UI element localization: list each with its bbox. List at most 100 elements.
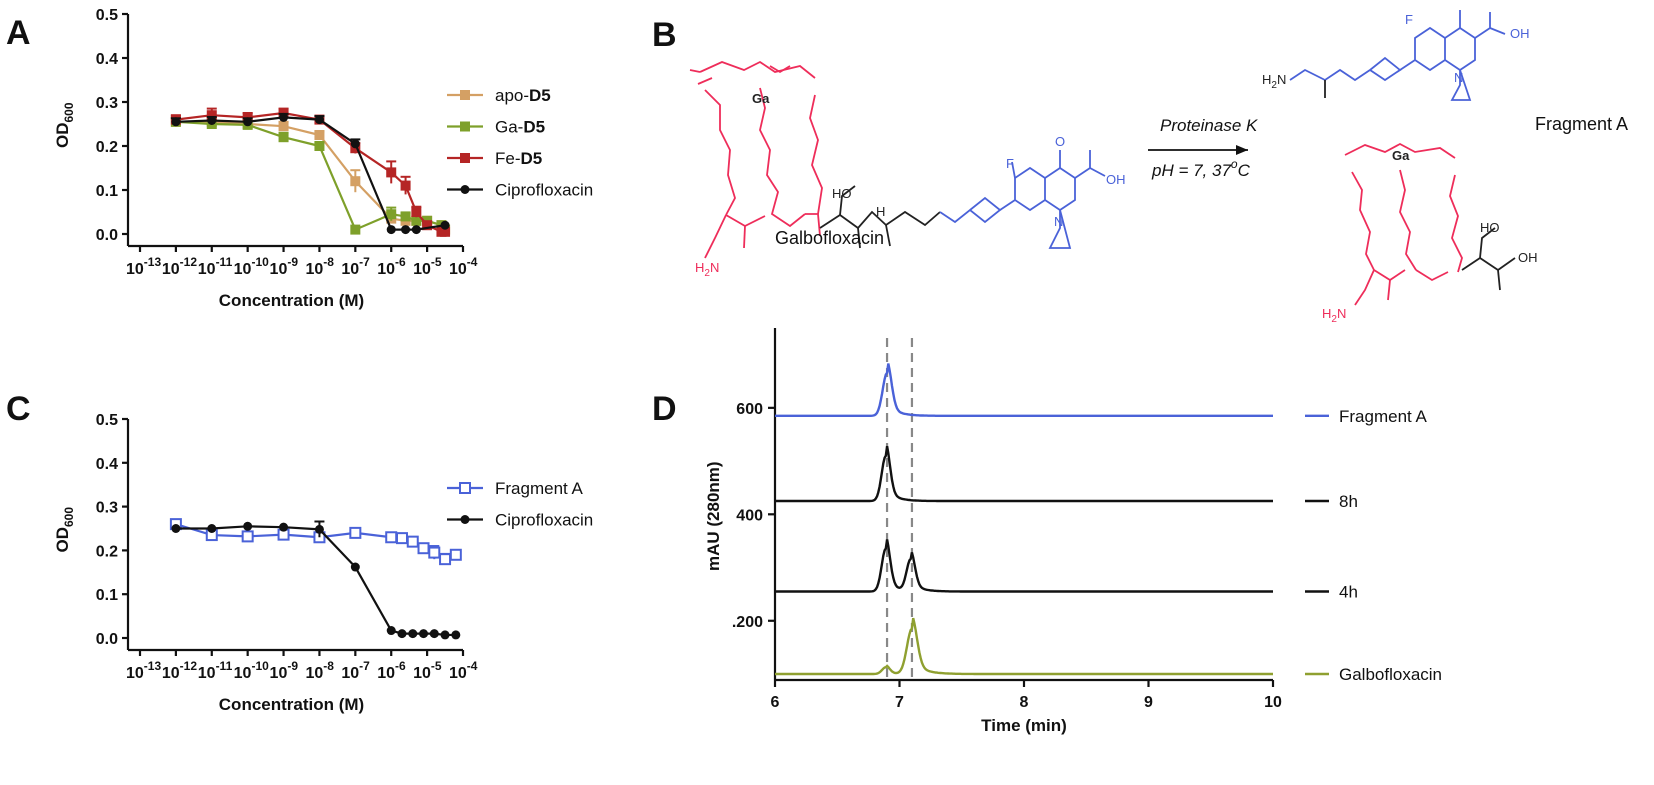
fluorine-atom-label: F: [1006, 156, 1014, 171]
legend-swatch-marker: [459, 482, 471, 494]
x-tick-label: 9: [1144, 694, 1153, 711]
legend-entry: Ciprofloxacin: [447, 181, 593, 200]
data-point: [428, 546, 441, 559]
y-tick-label: 0.0: [96, 227, 118, 244]
quinolone-n-label: N: [1054, 214, 1063, 229]
trace-line: [775, 539, 1273, 593]
data-point: [241, 530, 254, 543]
data-point: [400, 180, 411, 191]
data-point: [395, 532, 408, 545]
panel-label-a: A: [6, 14, 31, 52]
legend-entry: Fe-D5: [447, 149, 542, 168]
y-tick-label: 0.4: [96, 456, 118, 473]
data-point: [439, 553, 452, 566]
legend-entry: apo-D5: [447, 86, 551, 105]
legend-label: apo-D5: [495, 86, 551, 105]
data-point: [408, 629, 418, 639]
data-point: [171, 117, 181, 127]
x-tick-label: 10-7: [341, 659, 370, 682]
data-point: [350, 139, 360, 149]
y-tick-label: 0.5: [96, 412, 118, 429]
y-tick-label: 600: [736, 401, 763, 418]
data-point: [406, 535, 419, 548]
x-tick-label: 10-8: [305, 255, 334, 278]
x-tick-label: 10-13: [126, 255, 161, 278]
legend-label: Ciprofloxacin: [495, 511, 593, 530]
data-point: [314, 141, 325, 151]
galbofloxacin-structure: [689, 60, 1106, 259]
trace-line: [775, 617, 1273, 676]
serine-ho-label: HO: [832, 186, 852, 201]
data-point: [278, 121, 289, 132]
series-line: [175, 116, 446, 231]
amide-h-label: H: [876, 204, 885, 219]
x-tick-label: 7: [895, 694, 904, 711]
data-point: [350, 562, 360, 572]
data-point: [279, 112, 289, 122]
data-point: [422, 220, 433, 231]
trace-line: [775, 445, 1273, 503]
data-point: [278, 132, 289, 143]
data-point: [385, 531, 398, 544]
carboxyl-oh-label: OH: [1106, 172, 1126, 187]
y-tick-label: 400: [736, 507, 763, 524]
fragment-h2n-label: H2N: [1262, 72, 1286, 91]
data-point: [429, 629, 439, 639]
scheme-b-reaction: Ga F O OH N HO H H2N Galbofloxacin Prote…: [689, 10, 1628, 325]
fragment-oh-label: OH: [1510, 26, 1530, 41]
chart-a-dose-response: 0.00.10.20.30.40.510-13 10-12 10-11 10-10 10…: [53, 7, 593, 310]
y-tick-label: 0.1: [96, 587, 118, 604]
reagent-label: Proteinase K: [1160, 116, 1258, 135]
data-point: [411, 215, 422, 226]
product-ho-label: HO: [1480, 220, 1500, 235]
legend-swatch-marker: [460, 153, 470, 163]
trace-8h: 8h: [775, 445, 1358, 511]
data-point: [411, 207, 422, 217]
conditions-label: pH = 7, 37oC: [1151, 157, 1251, 180]
legend-label: Galbofloxacin: [1339, 665, 1442, 684]
y-tick-label: 0.1: [96, 183, 118, 200]
fragment-n-label: N: [1454, 70, 1463, 85]
y-tick-label: 0.3: [96, 95, 118, 112]
data-point: [314, 115, 324, 125]
data-point: [411, 225, 421, 235]
x-tick-label: 10-11: [198, 659, 233, 682]
product-h2n-label: H2N: [1322, 306, 1346, 325]
x-tick-label: 10-7: [341, 255, 370, 278]
data-point: [397, 629, 407, 639]
data-point: [349, 526, 362, 539]
data-point: [386, 225, 396, 235]
legend-swatch-marker: [460, 515, 470, 524]
x-tick-label: 10-10: [234, 255, 269, 278]
x-tick-label: 10-5: [413, 255, 442, 278]
data-point: [314, 524, 324, 534]
legend-label: 4h: [1339, 582, 1358, 601]
y-tick-label: 0.2: [96, 139, 118, 156]
svg-text:H2N: H2N: [695, 260, 719, 279]
y-tick-label: 0.4: [96, 51, 118, 68]
series-ga-d5: [170, 116, 451, 235]
panel-label-d: D: [652, 390, 677, 428]
x-axis-label: Concentration (M): [219, 291, 364, 310]
trace-fragment-a: Fragment A: [775, 363, 1428, 426]
panel-label-b: B: [652, 16, 677, 54]
legend-label: Fragment A: [1339, 407, 1428, 426]
y-tick-label: 0.2: [96, 543, 118, 560]
x-tick-label: 10-9: [270, 255, 299, 278]
data-point: [243, 117, 253, 127]
data-point: [386, 167, 397, 178]
data-point: [206, 110, 217, 121]
x-axis-label: Concentration (M): [219, 695, 364, 714]
fragment-a-structure: [1289, 10, 1506, 101]
chart-c-dose-response: 0.00.10.20.30.40.510-13 10-12 10-11 10-10 10…: [53, 412, 593, 714]
series-ciprofloxacin: [170, 112, 450, 235]
data-point: [243, 521, 253, 531]
y-tick-label: 0.5: [96, 7, 118, 24]
x-tick-label: 10-12: [162, 255, 197, 278]
data-point: [449, 548, 462, 561]
panel-label-c: C: [6, 390, 31, 428]
data-point: [207, 524, 217, 533]
svg-text:H2N: H2N: [1322, 306, 1346, 325]
y-axis-label: OD600: [53, 507, 76, 553]
